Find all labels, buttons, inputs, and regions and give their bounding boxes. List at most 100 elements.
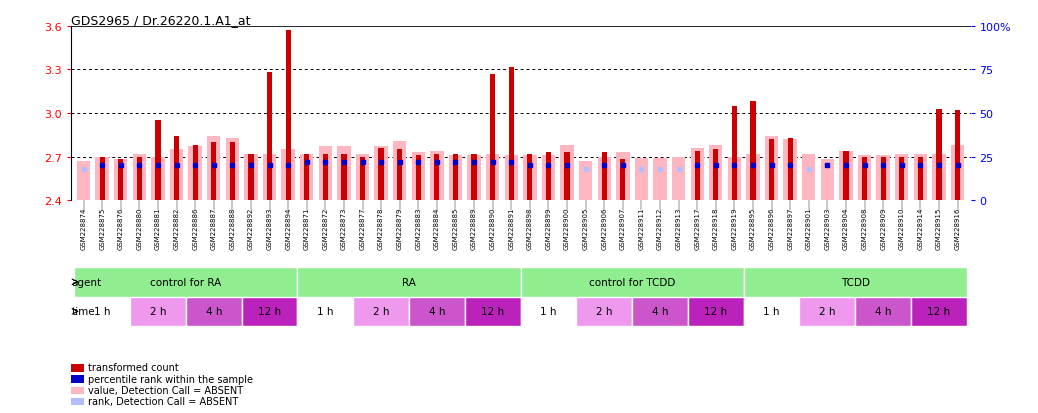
Text: GSM228906: GSM228906: [601, 207, 607, 250]
Bar: [95, 157, 109, 201]
Text: GSM228871: GSM228871: [304, 207, 309, 250]
Text: value, Detection Call = ABSENT: value, Detection Call = ABSENT: [87, 385, 243, 395]
Bar: [186, 297, 242, 326]
Bar: [895, 154, 908, 201]
Bar: [880, 157, 885, 201]
Bar: [634, 159, 648, 201]
Text: GSM228916: GSM228916: [955, 207, 960, 250]
Text: GSM228898: GSM228898: [527, 207, 532, 250]
Bar: [713, 150, 718, 201]
Text: TCDD: TCDD: [841, 277, 870, 287]
Bar: [632, 297, 688, 326]
Bar: [300, 154, 313, 201]
Bar: [471, 154, 476, 201]
Bar: [750, 102, 756, 201]
Text: GSM228911: GSM228911: [638, 207, 645, 250]
Bar: [156, 121, 161, 201]
Bar: [509, 67, 514, 201]
Text: GSM228885: GSM228885: [453, 207, 459, 249]
Text: GSM228879: GSM228879: [397, 207, 403, 250]
Text: GSM228876: GSM228876: [117, 207, 124, 250]
Bar: [598, 157, 611, 201]
Bar: [521, 268, 743, 297]
Text: GSM228892: GSM228892: [248, 207, 254, 249]
Bar: [360, 157, 365, 201]
Bar: [248, 154, 253, 201]
Bar: [843, 152, 848, 201]
Text: GSM228884: GSM228884: [434, 207, 440, 249]
Bar: [799, 297, 855, 326]
Bar: [211, 143, 216, 201]
Text: GSM228873: GSM228873: [340, 207, 347, 250]
Bar: [913, 154, 927, 201]
Bar: [688, 297, 743, 326]
Bar: [242, 297, 298, 326]
Text: GSM228872: GSM228872: [323, 207, 328, 249]
Bar: [100, 157, 105, 201]
Text: 1 h: 1 h: [540, 306, 556, 316]
Bar: [709, 146, 722, 201]
Bar: [840, 152, 852, 201]
Bar: [579, 161, 593, 201]
Bar: [951, 146, 964, 201]
Text: GSM228913: GSM228913: [676, 207, 682, 250]
Bar: [523, 156, 537, 201]
Bar: [602, 153, 607, 201]
Text: GSM228882: GSM228882: [173, 207, 180, 249]
Text: GSM228891: GSM228891: [509, 207, 514, 250]
Bar: [788, 138, 793, 201]
Text: 2 h: 2 h: [373, 306, 389, 316]
Bar: [379, 149, 384, 201]
Text: 12 h: 12 h: [704, 306, 728, 316]
Text: 4 h: 4 h: [429, 306, 445, 316]
Text: rank, Detection Call = ABSENT: rank, Detection Call = ABSENT: [87, 396, 238, 406]
Bar: [409, 297, 465, 326]
Bar: [118, 160, 124, 201]
Text: percentile rank within the sample: percentile rank within the sample: [87, 374, 252, 384]
Text: GSM228897: GSM228897: [787, 207, 793, 250]
Text: GSM228894: GSM228894: [285, 207, 291, 249]
Bar: [393, 141, 407, 201]
Text: GSM228904: GSM228904: [843, 207, 849, 249]
Bar: [174, 137, 180, 201]
Bar: [77, 161, 90, 201]
Bar: [653, 159, 666, 201]
Bar: [876, 156, 890, 201]
Text: GSM228878: GSM228878: [378, 207, 384, 250]
Bar: [337, 147, 351, 201]
Bar: [743, 297, 799, 326]
Text: GSM228918: GSM228918: [713, 207, 718, 250]
Bar: [71, 364, 83, 372]
Bar: [75, 297, 130, 326]
Text: GSM228893: GSM228893: [267, 207, 273, 250]
Bar: [170, 150, 184, 201]
Text: GSM228881: GSM228881: [155, 207, 161, 250]
Text: GSM228887: GSM228887: [211, 207, 217, 250]
Bar: [71, 387, 83, 394]
Bar: [936, 109, 941, 201]
Bar: [862, 157, 867, 201]
Text: GSM228895: GSM228895: [750, 207, 756, 249]
Bar: [434, 154, 439, 201]
Text: 2 h: 2 h: [149, 306, 166, 316]
Bar: [71, 398, 83, 405]
Bar: [465, 297, 521, 326]
Text: GDS2965 / Dr.26220.1.A1_at: GDS2965 / Dr.26220.1.A1_at: [71, 14, 250, 27]
Bar: [746, 154, 760, 201]
Bar: [263, 154, 276, 201]
Text: GSM228910: GSM228910: [899, 207, 905, 250]
Bar: [527, 154, 532, 201]
Bar: [193, 146, 198, 201]
Text: GSM228880: GSM228880: [136, 207, 142, 250]
Bar: [546, 153, 551, 201]
Bar: [415, 156, 420, 201]
Bar: [490, 75, 495, 201]
Bar: [694, 152, 700, 201]
Text: GSM228888: GSM228888: [229, 207, 236, 250]
Bar: [130, 297, 186, 326]
Bar: [304, 154, 309, 201]
Text: GSM228917: GSM228917: [694, 207, 701, 250]
Text: GSM228896: GSM228896: [768, 207, 774, 250]
Bar: [323, 154, 328, 201]
Text: GSM228883: GSM228883: [415, 207, 421, 250]
